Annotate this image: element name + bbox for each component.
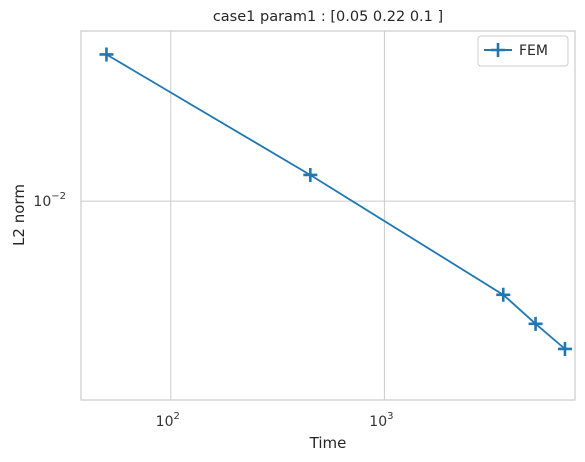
data-point-marker [99, 47, 114, 62]
legend-label: FEM [519, 43, 548, 59]
series-layer [99, 47, 572, 356]
legend-marker [491, 43, 505, 57]
y-tick-label: 10−2 [33, 191, 66, 210]
y-axis-label: L2 norm [10, 184, 28, 246]
data-point-marker [528, 316, 543, 331]
chart-title: case1 param1 : [0.05 0.22 0.1 ] [213, 9, 443, 25]
tick-labels: 102 103 10−2 [33, 191, 393, 430]
x-axis-label: Time [309, 434, 347, 452]
x-tick-label: 102 [156, 411, 180, 430]
data-point-marker [496, 287, 511, 302]
legend: FEM [477, 35, 569, 67]
axes-frame [80, 30, 576, 401]
data-point-marker [303, 167, 318, 182]
axes-border [80, 30, 576, 401]
legend-box [477, 35, 569, 67]
x-tick-label: 103 [369, 411, 393, 430]
data-point-marker [557, 341, 572, 356]
plot-background [81, 31, 575, 400]
